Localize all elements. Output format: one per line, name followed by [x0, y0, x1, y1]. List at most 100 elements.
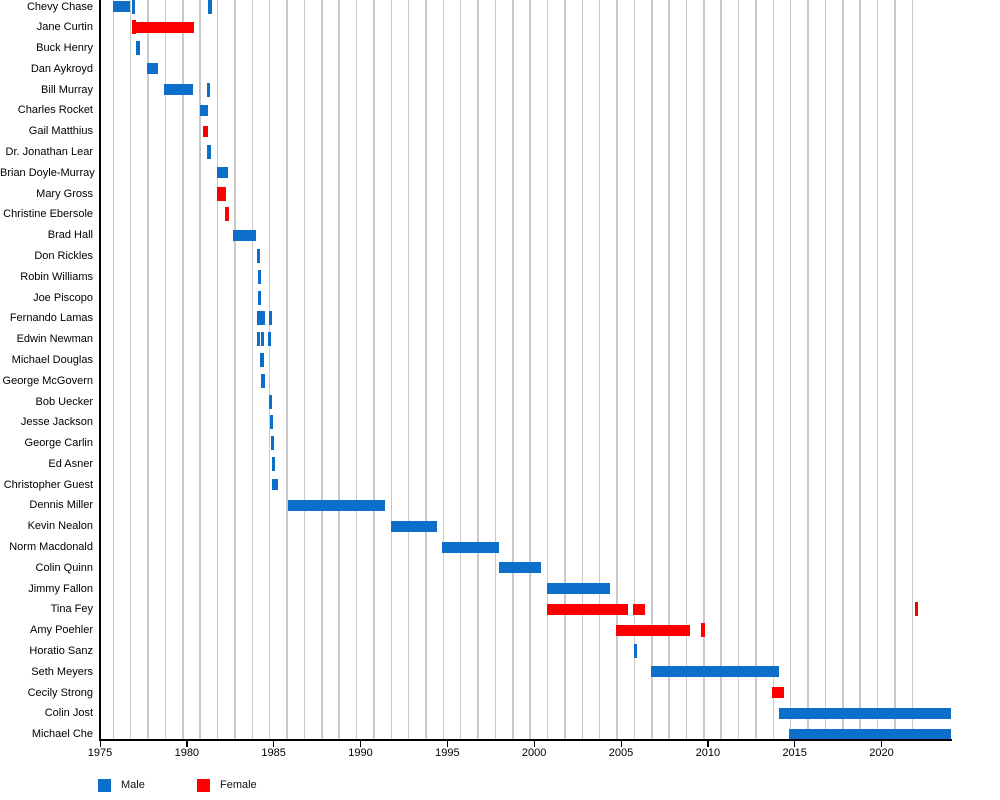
legend-label-female: Female	[220, 779, 257, 791]
season-gridline	[633, 0, 636, 739]
x-axis-tick	[273, 740, 275, 747]
timeline-bar	[633, 603, 645, 615]
timeline-tick-mark	[270, 436, 275, 451]
row-label: Christine Ebersole	[3, 208, 93, 221]
row-label: Cecily Strong	[27, 686, 93, 699]
season-gridline	[685, 0, 688, 739]
legend-item-female: Female	[197, 778, 257, 792]
timeline-bar	[113, 1, 130, 12]
season-gridline	[129, 0, 132, 739]
season-gridline	[147, 0, 149, 739]
legend-item-male: Male	[98, 778, 145, 792]
season-gridline	[598, 0, 601, 739]
row-label: Brad Hall	[47, 229, 93, 242]
timeline-tick-mark	[701, 623, 705, 638]
season-gridline	[894, 0, 896, 739]
season-gridline	[668, 0, 670, 739]
season-gridline	[720, 0, 722, 739]
timeline-tick-mark	[222, 186, 227, 201]
season-gridline	[494, 0, 497, 739]
x-axis-tick-label: 2005	[608, 747, 634, 759]
season-gridline	[425, 0, 427, 739]
row-label: Robin Williams	[20, 270, 93, 283]
x-axis-tick	[360, 740, 362, 747]
legend-label-male: Male	[121, 779, 145, 791]
row-label: Norm Macdonald	[9, 541, 93, 554]
season-gridline	[251, 0, 254, 739]
timeline-tick-mark	[268, 394, 273, 409]
timeline-tick-mark	[216, 186, 221, 201]
timeline-tick-mark	[261, 311, 265, 326]
row-label: Horatio Sanz	[29, 644, 93, 657]
row-label: Amy Poehler	[30, 624, 93, 637]
row-label: Joe Piscopo	[33, 291, 93, 304]
row-label: Colin Jost	[44, 707, 93, 720]
season-gridline	[355, 0, 358, 739]
row-label: Tina Fey	[50, 603, 93, 616]
x-axis-tick-label: 1975	[87, 747, 113, 759]
timeline-tick-mark	[260, 332, 265, 347]
male-color-swatch	[98, 778, 111, 792]
timeline-bar	[135, 21, 194, 33]
season-gridline	[373, 0, 375, 739]
timeline-tick-mark	[256, 248, 261, 263]
timeline-tick-mark	[261, 373, 265, 388]
season-gridline	[703, 0, 705, 739]
season-gridline	[164, 0, 167, 739]
timeline-bar	[233, 229, 256, 241]
row-label: Ed Asner	[48, 457, 93, 470]
season-gridline	[789, 0, 792, 739]
season-gridline	[911, 0, 914, 739]
season-gridline	[859, 0, 861, 739]
timeline-bar	[499, 562, 541, 574]
x-axis-tick-label: 1980	[174, 747, 200, 759]
timeline-tick-mark	[256, 332, 261, 347]
x-axis-tick	[794, 740, 796, 747]
season-gridline	[459, 0, 462, 739]
season-gridline	[772, 0, 775, 739]
row-label: Jesse Jackson	[20, 416, 93, 429]
x-axis-tick	[533, 740, 535, 747]
timeline-bar	[778, 707, 951, 719]
timeline-bar	[651, 666, 779, 678]
season-gridline	[755, 0, 757, 739]
timeline-tick-mark	[208, 0, 212, 14]
timeline-bar	[771, 687, 784, 699]
season-gridline	[807, 0, 809, 739]
season-gridline	[564, 0, 566, 739]
season-gridline	[390, 0, 392, 739]
x-axis-tick	[99, 740, 101, 747]
timeline-bar	[200, 104, 209, 116]
row-label: George Carlin	[24, 437, 93, 450]
timeline-bar	[146, 63, 159, 75]
row-label: Jane Curtin	[36, 21, 93, 34]
x-axis-tick-label: 2010	[695, 747, 721, 759]
timeline-tick-mark	[207, 145, 211, 160]
season-gridline	[338, 0, 340, 739]
x-axis-tick	[707, 740, 709, 747]
timeline-tick-mark	[219, 186, 223, 201]
timeline-bar	[788, 728, 951, 740]
season-gridline	[182, 0, 184, 739]
timeline-tick-mark	[257, 269, 262, 284]
timeline-tick-mark	[131, 0, 136, 14]
x-axis-line	[99, 739, 952, 741]
timeline-tick-mark	[914, 602, 919, 617]
season-gridline	[303, 0, 306, 739]
row-label: Dennis Miller	[29, 499, 93, 512]
x-axis-tick-label: 1990	[348, 747, 373, 759]
timeline-bar	[288, 499, 385, 511]
season-gridline	[546, 0, 549, 739]
timeline-tick-mark	[633, 643, 638, 658]
x-axis-tick	[620, 740, 622, 747]
row-label: Edwin Newman	[16, 333, 93, 346]
row-label: Buck Henry	[36, 42, 93, 55]
timeline-tick-mark	[271, 456, 276, 471]
row-label: Brian Doyle-Murray	[0, 166, 95, 179]
timeline-bar	[390, 520, 437, 532]
timeline-bar	[547, 583, 610, 595]
timeline-tick-mark	[132, 20, 136, 35]
season-gridline	[876, 0, 879, 739]
timeline-bar	[615, 624, 690, 636]
